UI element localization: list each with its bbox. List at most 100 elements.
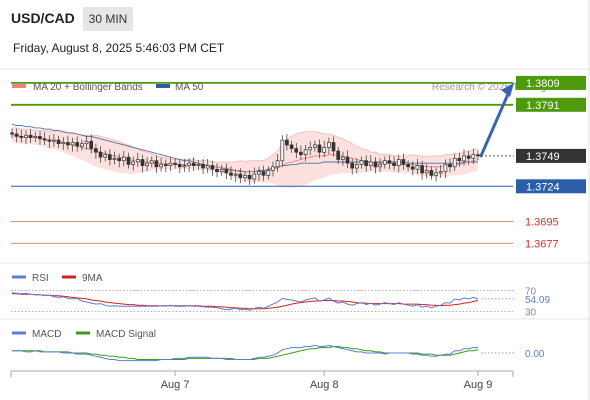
level-box-1.3809 xyxy=(516,75,586,90)
candle-body-down xyxy=(75,142,80,147)
candle xyxy=(275,154,280,172)
projection-arrow-shaft xyxy=(479,90,511,158)
level-label-1.3809: 1.3809 xyxy=(526,78,560,90)
candle-body-up xyxy=(24,134,28,138)
candle xyxy=(182,158,187,172)
candle-body-down xyxy=(476,154,480,157)
candle xyxy=(201,158,205,175)
candle xyxy=(149,156,154,168)
candle-body-up xyxy=(327,142,331,148)
projection-arrow-head xyxy=(501,82,514,97)
candle xyxy=(154,155,159,173)
candle xyxy=(224,163,229,179)
macd-legend-label: MACD xyxy=(32,329,61,340)
candle-body-up xyxy=(275,160,280,168)
candle-body-up xyxy=(121,156,126,162)
symbol-title: USD/CAD xyxy=(11,10,75,26)
candle-body-up xyxy=(145,162,149,166)
time-axis: Aug 7 Aug 8 Aug 9 xyxy=(161,371,492,391)
candle-body-up xyxy=(80,143,84,147)
candle-body-up xyxy=(271,166,275,171)
candle xyxy=(14,128,19,143)
candle xyxy=(80,139,84,151)
candle-body-up xyxy=(52,139,56,142)
candle xyxy=(289,140,294,153)
candle-body-down xyxy=(285,139,289,146)
candle-body-down xyxy=(238,173,243,179)
candle-body-down xyxy=(140,159,145,166)
candle-body-up xyxy=(182,165,187,168)
candle-body-down xyxy=(42,138,47,141)
candle xyxy=(24,130,28,145)
legend-ma50-swatch xyxy=(156,84,170,88)
candle xyxy=(89,134,94,154)
candle-body-up xyxy=(205,165,210,169)
candle xyxy=(415,158,420,175)
candle xyxy=(168,157,173,172)
candle xyxy=(410,161,415,176)
candle-body-down xyxy=(420,165,424,174)
candle-body-down xyxy=(410,166,415,170)
candle-body-down xyxy=(215,168,219,173)
candle-body-down xyxy=(210,165,215,170)
candle-body-down xyxy=(466,155,471,159)
candle xyxy=(271,161,275,177)
rsi-line xyxy=(11,292,479,311)
candle xyxy=(75,136,80,152)
macd-signal-legend-label: MACD Signal xyxy=(96,329,156,340)
candle xyxy=(107,149,112,166)
candle-body-up xyxy=(443,164,448,173)
candle xyxy=(406,160,410,172)
candle xyxy=(177,158,182,173)
candle xyxy=(140,154,145,173)
candle xyxy=(354,158,359,174)
candle-body-down xyxy=(457,157,462,162)
candle-body-down xyxy=(98,151,103,158)
level-label-1.3695: 1.3695 xyxy=(525,217,559,229)
candle xyxy=(266,166,271,180)
candle xyxy=(238,168,243,184)
candle xyxy=(19,129,24,143)
candle xyxy=(38,131,42,145)
candle xyxy=(261,165,266,181)
candle-body-up xyxy=(257,171,261,175)
candle xyxy=(219,165,224,176)
candle-body-up xyxy=(452,157,457,168)
candle-body-down xyxy=(294,148,299,153)
candle-body-down xyxy=(107,154,112,160)
candle-body-up xyxy=(266,170,271,176)
candle-body-up xyxy=(368,161,373,166)
timeframe-button[interactable]: 30 MIN xyxy=(83,7,133,31)
candle-body-up xyxy=(471,154,476,159)
candle xyxy=(401,153,406,170)
candle-body-down xyxy=(177,164,182,168)
candle xyxy=(368,155,373,171)
candle-body-up xyxy=(322,147,327,153)
bollinger-bands xyxy=(12,127,479,188)
candle-body-down xyxy=(10,132,14,135)
rsi-tick-70: 70 xyxy=(525,287,537,298)
candle xyxy=(396,154,401,173)
candle-body-up xyxy=(424,170,429,174)
candle-body-down xyxy=(406,164,410,168)
level-box-1.3749 xyxy=(516,148,586,163)
candles xyxy=(10,128,480,186)
candle xyxy=(94,143,98,159)
candle-body-down xyxy=(401,159,406,165)
candle-body-down xyxy=(224,168,229,174)
candle xyxy=(28,129,33,144)
candle-body-down xyxy=(387,160,392,164)
candle xyxy=(438,165,443,178)
candle-body-up xyxy=(135,159,140,163)
candle-body-down xyxy=(247,174,252,180)
candle-body-up xyxy=(382,160,387,165)
candle-body-up xyxy=(415,165,420,170)
candle xyxy=(350,158,355,175)
candle xyxy=(471,148,476,164)
candle xyxy=(285,134,289,151)
candle xyxy=(443,159,448,179)
candle xyxy=(103,150,108,162)
candle xyxy=(126,152,131,169)
